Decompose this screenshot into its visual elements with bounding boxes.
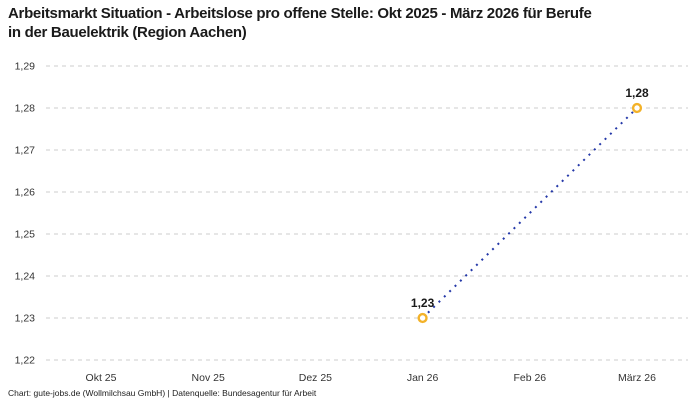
x-axis-tick-label: Feb 26 (513, 372, 546, 384)
x-axis-tick-label: Dez 25 (299, 372, 332, 384)
y-axis-tick-label: 1,29 (15, 61, 36, 73)
chart-attribution: Chart: gute-jobs.de (Wollmilchsau GmbH) … (8, 388, 317, 398)
y-axis-tick-label: 1,26 (15, 187, 36, 199)
y-axis-tick-label: 1,28 (15, 103, 36, 115)
y-axis-tick-label: 1,22 (15, 355, 36, 367)
data-point-marker (417, 312, 428, 324)
x-axis-tick-label: Nov 25 (192, 372, 225, 384)
x-axis-tick-label: Okt 25 (86, 372, 117, 384)
y-axis-tick-label: 1,27 (15, 145, 36, 157)
y-axis-tick-label: 1,23 (15, 313, 36, 325)
series-dotted-line (421, 107, 638, 319)
data-point-value-label: 1,23 (411, 296, 435, 310)
x-axis-tick-label: Jan 26 (407, 372, 439, 384)
x-axis-tick-label: März 26 (618, 372, 656, 384)
data-point-marker (631, 102, 643, 114)
y-axis-tick-label: 1,24 (15, 271, 36, 283)
y-axis-tick-label: 1,25 (15, 229, 36, 241)
data-point-value-label: 1,28 (625, 86, 649, 100)
chart-title: Arbeitsmarkt Situation - Arbeitslose pro… (8, 5, 592, 41)
